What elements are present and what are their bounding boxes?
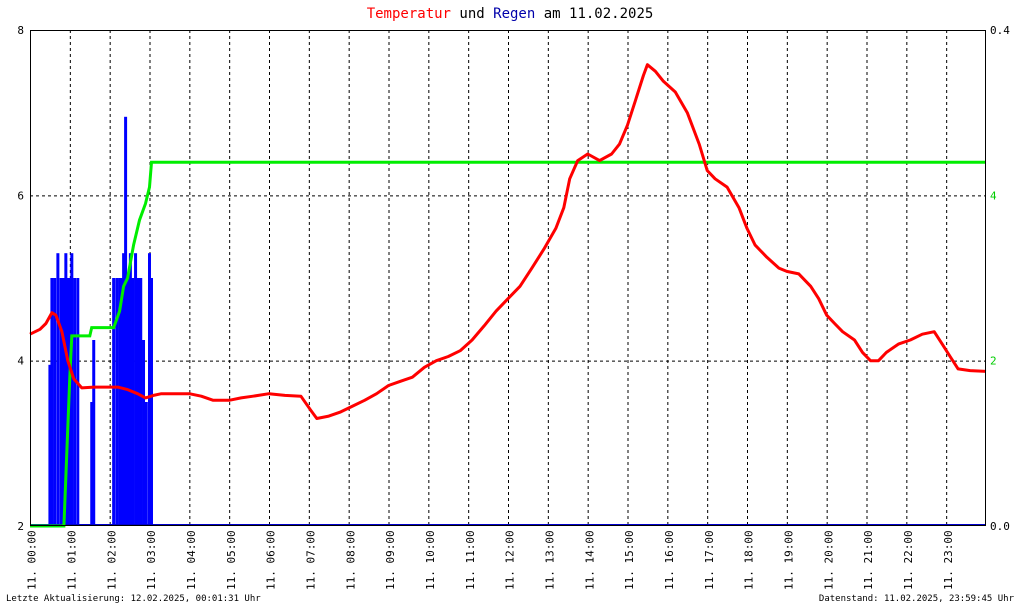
x-tick-label: 11. 23:00 <box>942 530 955 590</box>
y-right-rate-tick-label: 0.4 <box>990 24 1010 37</box>
rain-rate-bar <box>64 253 68 526</box>
x-tick-label: 11. 04:00 <box>185 530 198 590</box>
rain-rate-bar <box>53 278 57 526</box>
temperature-line <box>29 63 987 420</box>
footer-last-update: Letzte Aktualisierung: 12.02.2025, 00:01… <box>6 594 261 604</box>
axis-labels: 2 4 6 8 2 4 0.0 0.4 11. 00:00 11. 01:00 11. 02:00 1… <box>17 24 1010 590</box>
chart-title: Temperatur und Regen am 11.02.2025 <box>367 6 654 22</box>
title-part-date: am 11.02.2025 <box>535 6 653 22</box>
rain-rate-bar <box>142 340 146 526</box>
x-tick-label: 11. 01:00 <box>65 530 78 590</box>
y-left-tick-label: 6 <box>17 189 24 202</box>
x-tick-label: 11. 08:00 <box>344 530 357 590</box>
rain-sum-line <box>30 160 986 528</box>
grid-lines <box>30 30 986 526</box>
title-part-und: und <box>451 6 493 22</box>
y-right-rate-tick-label: 0.0 <box>990 520 1010 533</box>
rain-rate-bar <box>131 278 135 526</box>
footer-data-status: Datenstand: 11.02.2025, 23:59:45 Uhr <box>819 594 1015 604</box>
rain-rate-bar <box>76 278 80 526</box>
rain-rate-bar <box>136 278 140 526</box>
rain-rate-bar <box>59 278 63 526</box>
rain-rate-bar <box>118 278 122 526</box>
rain-rate-bar <box>149 278 153 526</box>
x-tick-label: 11. 19:00 <box>782 530 795 590</box>
x-tick-label: 11. 07:00 <box>304 530 317 590</box>
rain-rate-bar <box>70 253 74 526</box>
rain-rate-bar <box>124 116 128 527</box>
y-left-tick-label: 2 <box>17 520 24 533</box>
rain-rate-bar <box>112 278 116 526</box>
x-tick-label: 11. 16:00 <box>663 530 676 590</box>
rain-rate-bar <box>50 278 54 526</box>
x-tick-label: 11. 02:00 <box>105 530 118 590</box>
x-tick-label: 11. 13:00 <box>543 530 556 590</box>
x-tick-label: 11. 00:00 <box>26 530 39 590</box>
title-part-temperature: Temperatur <box>367 6 451 22</box>
x-tick-label: 11. 20:00 <box>822 530 835 590</box>
rain-rate-bar <box>56 253 60 526</box>
y-right-sum-tick-label: 2 <box>990 355 997 368</box>
x-tick-label: 11. 15:00 <box>623 530 636 590</box>
x-tick-label: 11. 21:00 <box>862 530 875 590</box>
x-tick-label: 11. 10:00 <box>424 530 437 590</box>
x-tick-label: 11. 03:00 <box>145 530 158 590</box>
y-left-tick-label: 8 <box>17 24 24 37</box>
rain-rate-bar <box>48 364 52 526</box>
rain-rate-bar <box>144 402 148 526</box>
plot-border <box>30 30 986 526</box>
rain-rate-bar <box>115 278 119 526</box>
rain-rate-bar <box>139 278 143 526</box>
rain-rate-bar <box>73 278 77 526</box>
title-part-regen: Regen <box>493 6 535 22</box>
x-tick-label: 11. 12:00 <box>504 530 517 590</box>
x-tick-label: 11. 06:00 <box>265 530 278 590</box>
rain-rate-bar <box>126 278 130 526</box>
rain-rate-bar <box>120 278 124 526</box>
rain-rate-bar <box>62 278 66 526</box>
x-tick-label: 11. 09:00 <box>384 530 397 590</box>
x-tick-label: 11. 05:00 <box>225 530 238 590</box>
y-left-tick-label: 4 <box>17 355 24 368</box>
rain-rate-bar <box>90 402 94 526</box>
x-tick-label: 11. 22:00 <box>902 530 915 590</box>
x-tick-label: 11. 14:00 <box>583 530 596 590</box>
temperature-series <box>29 63 987 420</box>
rain-rate-bar <box>148 253 151 526</box>
rain-rate-bar <box>92 340 96 526</box>
rain-sum-series <box>30 160 986 528</box>
plot-frame <box>30 30 986 526</box>
x-tick-label: 11. 18:00 <box>743 530 756 590</box>
y-right-sum-tick-label: 4 <box>990 189 997 202</box>
x-tick-label: 11. 11:00 <box>464 530 477 590</box>
x-tick-label: 11. 17:00 <box>703 530 716 590</box>
rain-rate-bar <box>134 253 138 526</box>
